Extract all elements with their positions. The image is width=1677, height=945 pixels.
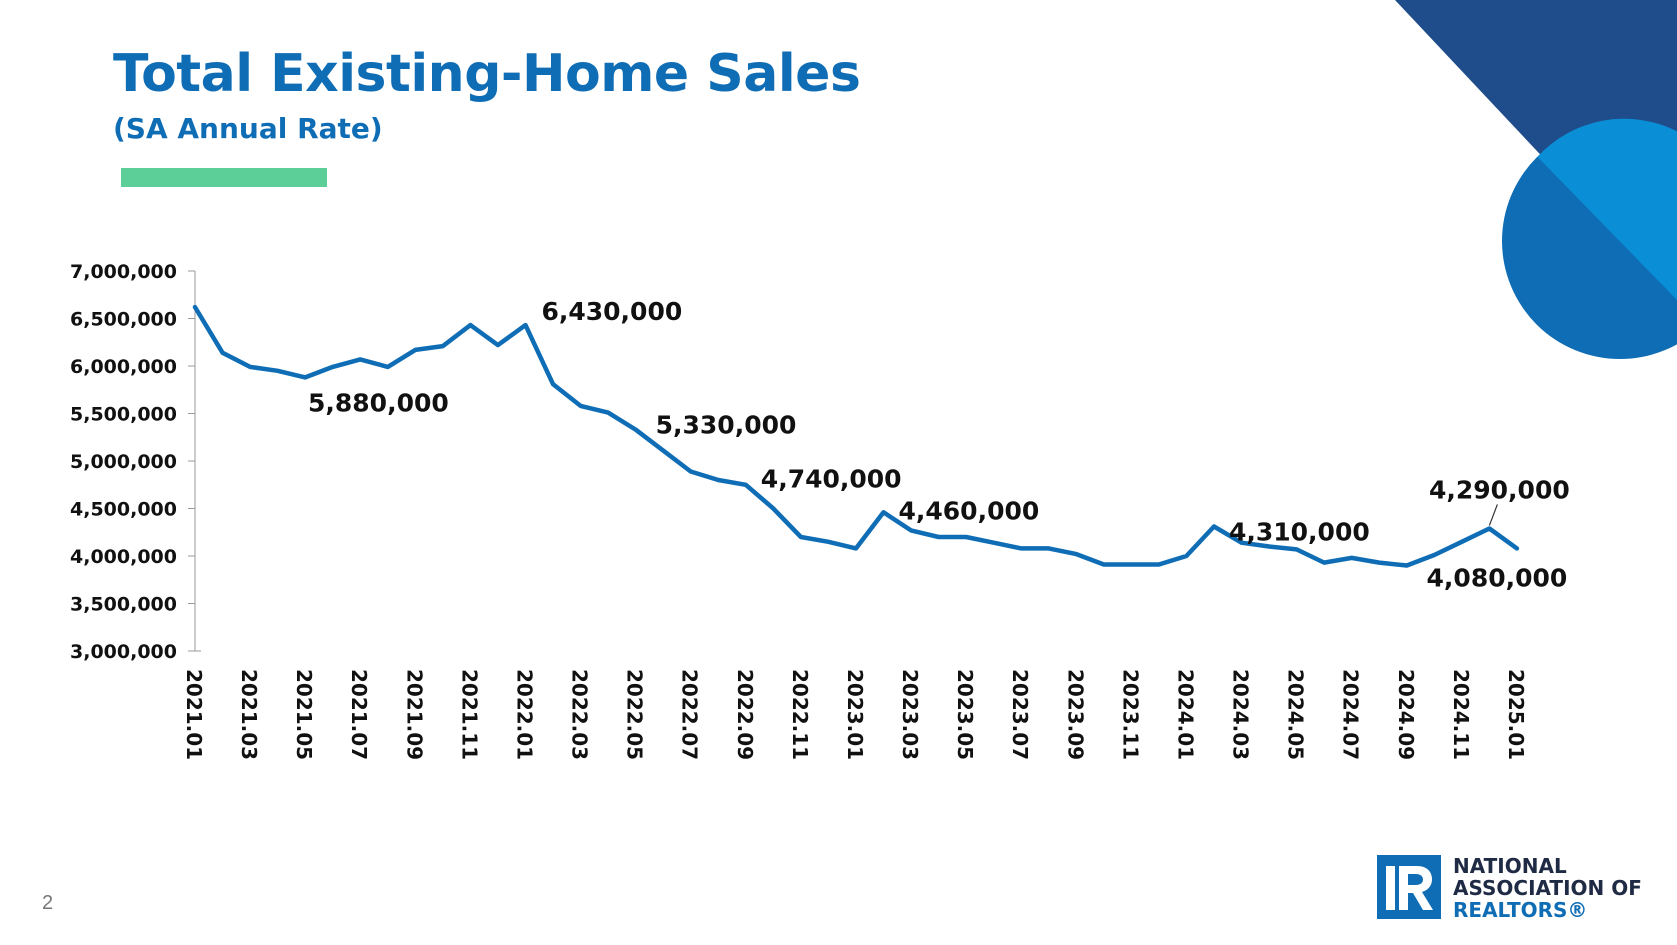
x-tick-label: 2023.07	[1008, 669, 1032, 760]
x-tick-label: 2025.01	[1504, 669, 1528, 760]
data-label: 4,080,000	[1427, 563, 1568, 592]
x-tick-label: 2021.09	[402, 669, 426, 760]
x-tick-label: 2021.01	[182, 669, 206, 760]
y-tick-label: 7,000,000	[70, 261, 177, 283]
data-label: 5,880,000	[308, 388, 449, 417]
x-tick-label: 2023.09	[1063, 669, 1087, 760]
page-title: Total Existing-Home Sales	[113, 44, 861, 104]
x-tick-label: 2023.11	[1118, 669, 1142, 760]
realtor-logo-icon	[1377, 855, 1441, 919]
data-label: 4,740,000	[761, 465, 902, 494]
y-tick-label: 3,500,000	[70, 594, 177, 616]
x-tick-label: 2022.07	[678, 669, 702, 760]
x-tick-label: 2022.01	[512, 669, 536, 760]
data-label: 4,310,000	[1229, 518, 1370, 547]
y-tick-label: 4,500,000	[70, 499, 177, 521]
x-tick-label: 2024.07	[1339, 669, 1363, 760]
x-tick-label: 2022.03	[568, 669, 592, 760]
logo-line-realtors: REALTORS®	[1453, 898, 1588, 922]
x-tick-label: 2023.05	[953, 669, 977, 760]
y-tick-label: 3,000,000	[70, 641, 177, 663]
y-tick-label: 5,000,000	[70, 451, 177, 473]
x-tick-label: 2021.05	[292, 669, 316, 760]
x-tick-label: 2024.09	[1394, 669, 1418, 760]
y-tick-label: 4,000,000	[70, 546, 177, 568]
data-label: 4,460,000	[899, 496, 1040, 525]
page-subtitle: (SA Annual Rate)	[113, 112, 383, 145]
x-tick-label: 2021.11	[457, 669, 481, 760]
x-tick-label: 2021.03	[237, 669, 261, 760]
x-tick-label: 2024.05	[1284, 669, 1308, 760]
x-tick-label: 2022.09	[733, 669, 757, 760]
data-label: 4,290,000	[1429, 475, 1570, 504]
light-blue-circle-segment	[1537, 118, 1677, 300]
y-tick-label: 6,500,000	[70, 309, 177, 331]
sales-series-line	[192, 304, 1520, 568]
realtor-logo-text: NATIONAL ASSOCIATION OF REALTORS®	[1453, 855, 1673, 921]
leader-line	[1488, 504, 1498, 526]
data-label: 6,430,000	[541, 297, 682, 326]
x-tick-label: 2022.05	[623, 669, 647, 760]
data-label: 5,330,000	[656, 411, 797, 440]
y-tick-label: 6,000,000	[70, 356, 177, 378]
page-number: 2	[42, 892, 54, 914]
x-tick-label: 2022.11	[788, 669, 812, 760]
x-tick-label: 2023.03	[898, 669, 922, 760]
logo-line-national: NATIONAL	[1453, 854, 1567, 878]
x-tick-label: 2024.11	[1449, 669, 1473, 760]
corner-decoration	[1395, 0, 1677, 359]
logo-line-association: ASSOCIATION OF	[1453, 876, 1642, 900]
accent-bar	[121, 168, 327, 187]
x-tick-label: 2021.07	[347, 669, 371, 760]
x-tick-label: 2024.03	[1229, 669, 1253, 760]
x-tick-label: 2023.01	[843, 669, 867, 760]
x-tick-label: 2024.01	[1173, 669, 1197, 760]
y-tick-label: 5,500,000	[70, 404, 177, 426]
